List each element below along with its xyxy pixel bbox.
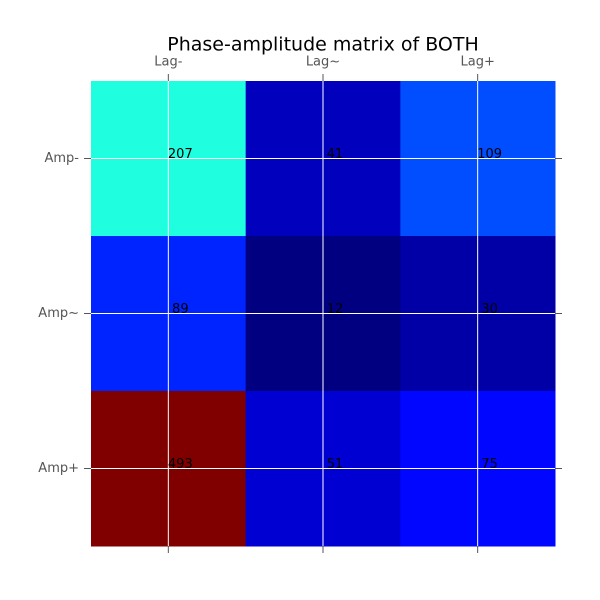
value-label: 12 xyxy=(327,302,344,317)
y-tick-label: Amp~ xyxy=(38,306,79,321)
value-label: 493 xyxy=(168,457,193,472)
value-label: 75 xyxy=(481,457,498,472)
value-label: 41 xyxy=(327,147,344,162)
chart-title: Phase-amplitude matrix of BOTH xyxy=(167,34,479,56)
value-label: 89 xyxy=(172,302,189,317)
value-label: 109 xyxy=(477,147,502,162)
x-tick-label: Lag+ xyxy=(460,55,494,70)
y-tick-label: Amp- xyxy=(45,151,80,166)
x-tick-label: Lag~ xyxy=(306,55,340,70)
value-label: 207 xyxy=(168,147,193,162)
x-tick-label: Lag- xyxy=(154,55,182,70)
value-label: 51 xyxy=(327,457,344,472)
y-tick-label: Amp+ xyxy=(38,461,79,476)
value-label: 30 xyxy=(481,302,498,317)
